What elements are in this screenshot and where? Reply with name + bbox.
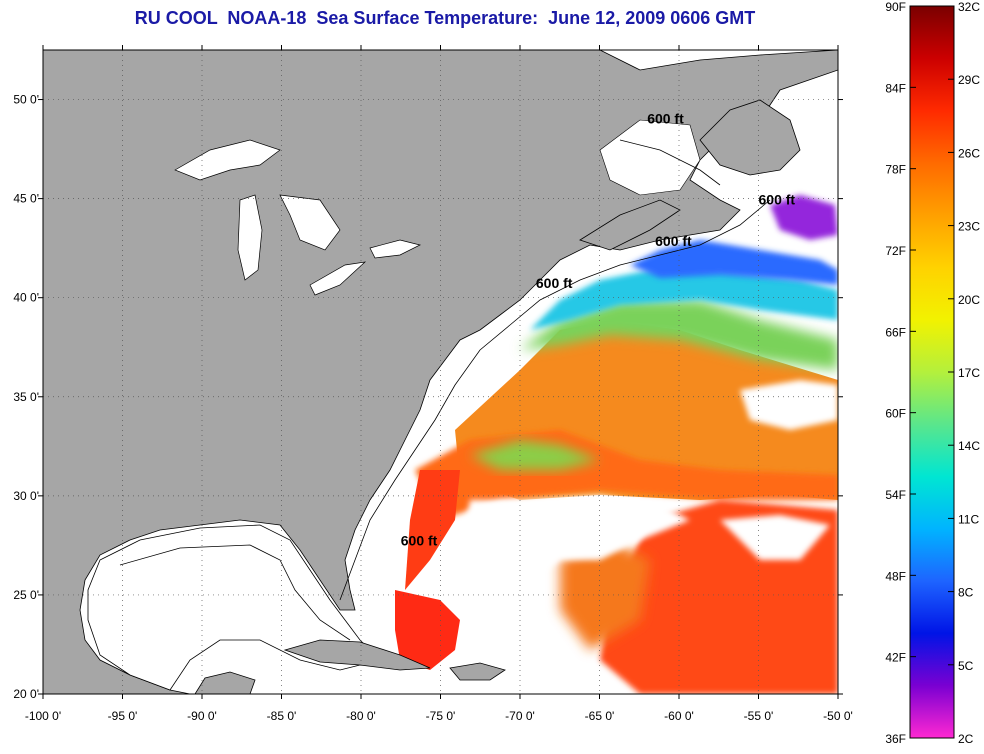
axis-ticks: -100 0' -95 0' -90 0' -85 0' -80 0' -75 0' -70… (13, 45, 853, 723)
depth-contour-label: 600 ft (655, 233, 692, 249)
colorbar-f-label: 36F (885, 732, 906, 746)
colorbar-c-label: 8C (958, 586, 974, 600)
gulf-st-lawrence (599, 119, 701, 196)
depth-contour-label: 600 ft (759, 192, 796, 208)
x-tick-label: -90 0' (187, 709, 217, 723)
colorbar (909, 5, 955, 739)
depth-contour-label: 600 ft (401, 532, 438, 548)
colorbar-f-label: 54F (885, 488, 906, 502)
lake-michigan (237, 194, 263, 281)
colorbar-c-label: 2C (958, 732, 974, 746)
cuba (283, 639, 431, 671)
y-tick-label: 40 0' (13, 291, 39, 305)
colorbar-c-label: 14C (958, 439, 980, 453)
colorbar-f-label: 84F (885, 81, 906, 95)
colorbar-c-label: 23C (958, 220, 980, 234)
colorbar-f-label: 66F (885, 325, 906, 339)
x-tick-label: -70 0' (505, 709, 535, 723)
map-title: RU COOL NOAA-18 Sea Surface Temperature:… (134, 8, 756, 28)
cloud-cover (460, 495, 690, 620)
y-tick-label: 30 0' (13, 489, 39, 503)
depth-contour-label: 600 ft (647, 110, 684, 126)
y-tick-label: 45 0' (13, 192, 39, 206)
x-tick-label: -60 0' (664, 709, 694, 723)
colorbar-f-label: 72F (885, 244, 906, 258)
colorbar-c-label: 5C (958, 659, 974, 673)
nova-scotia (579, 199, 681, 251)
colorbar-labels: 90F 84F 78F 72F 66F 60F 54F 48F 42F 36F 32C 29C 26C 2… (885, 0, 980, 746)
x-tick-label: -65 0' (585, 709, 615, 723)
lake-erie (309, 261, 367, 296)
x-tick-label: -95 0' (108, 709, 138, 723)
x-tick-label: -100 0' (25, 709, 61, 723)
y-tick-label: 25 0' (13, 588, 39, 602)
x-tick-label: -85 0' (267, 709, 297, 723)
depth-contour-label: 600 ft (536, 275, 573, 291)
lake-superior (174, 139, 281, 181)
depth-contour (619, 139, 721, 186)
colorbar-f-label: 60F (885, 407, 906, 421)
y-tick-label: 50 0' (13, 93, 39, 107)
x-tick-label: -55 0' (744, 709, 774, 723)
sst-shelf-blue (630, 240, 838, 285)
colorbar-c-label: 26C (958, 146, 980, 160)
cloud-cover-3 (740, 380, 838, 430)
cloud-cover-2 (720, 515, 830, 560)
sst-cold-patch (770, 195, 838, 240)
sst-slope-water (530, 270, 838, 330)
sst-green-eddy (470, 440, 600, 470)
colorbar-f-label: 90F (885, 0, 906, 14)
depth-contour (339, 199, 771, 601)
depth-contour (119, 544, 351, 641)
yucatan (194, 671, 256, 694)
depth-labels: 600 ft 600 ft 600 ft 600 ft 600 ft (401, 110, 796, 548)
lake-ontario (369, 239, 422, 259)
colorbar-f-label: 48F (885, 569, 906, 583)
x-tick-label: -80 0' (346, 709, 376, 723)
lake-huron (279, 194, 341, 251)
sst-bahamas-region (395, 590, 460, 670)
colorbar-f-label: 78F (885, 163, 906, 177)
sst-field: 600 ft 600 ft 600 ft 600 ft 600 ft (43, 50, 838, 694)
newfoundland (699, 99, 801, 176)
x-tick-label: -75 0' (426, 709, 456, 723)
colorbar-c-label: 11C (958, 512, 979, 526)
sst-south-central (560, 540, 650, 650)
sst-florida-band (405, 470, 460, 590)
colorbar-c-label: 20C (958, 293, 980, 307)
colorbar-c-label: 17C (958, 366, 980, 380)
y-tick-label: 35 0' (13, 390, 39, 404)
colorbar-c-label: 29C (958, 73, 980, 87)
colorbar-f-label: 42F (885, 651, 906, 665)
colorbar-c-label: 32C (958, 0, 980, 14)
hispaniola (449, 662, 506, 681)
x-tick-label: -50 0' (823, 709, 853, 723)
y-tick-label: 20 0' (13, 687, 39, 701)
